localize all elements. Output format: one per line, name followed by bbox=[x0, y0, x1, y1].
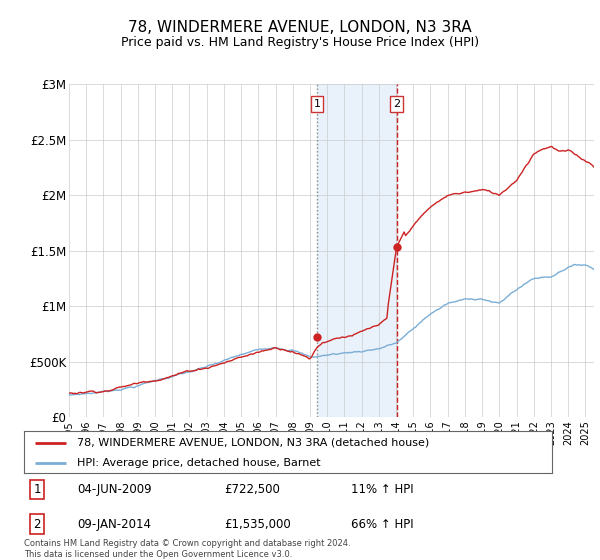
Text: £722,500: £722,500 bbox=[224, 483, 281, 496]
Text: 09-JAN-2014: 09-JAN-2014 bbox=[77, 517, 151, 530]
Text: 78, WINDERMERE AVENUE, LONDON, N3 3RA (detached house): 78, WINDERMERE AVENUE, LONDON, N3 3RA (d… bbox=[77, 438, 429, 448]
Text: 04-JUN-2009: 04-JUN-2009 bbox=[77, 483, 151, 496]
Text: HPI: Average price, detached house, Barnet: HPI: Average price, detached house, Barn… bbox=[77, 458, 320, 468]
Text: £1,535,000: £1,535,000 bbox=[224, 517, 292, 530]
Text: 2: 2 bbox=[34, 517, 41, 530]
Text: 66% ↑ HPI: 66% ↑ HPI bbox=[352, 517, 414, 530]
Text: 1: 1 bbox=[34, 483, 41, 496]
Text: 1: 1 bbox=[314, 99, 321, 109]
Bar bbox=[317, 84, 397, 417]
Text: Contains HM Land Registry data © Crown copyright and database right 2024.
This d: Contains HM Land Registry data © Crown c… bbox=[24, 539, 350, 559]
Text: 11% ↑ HPI: 11% ↑ HPI bbox=[352, 483, 414, 496]
Text: 2: 2 bbox=[393, 99, 400, 109]
Text: Price paid vs. HM Land Registry's House Price Index (HPI): Price paid vs. HM Land Registry's House … bbox=[121, 36, 479, 49]
Text: 78, WINDERMERE AVENUE, LONDON, N3 3RA: 78, WINDERMERE AVENUE, LONDON, N3 3RA bbox=[128, 20, 472, 35]
